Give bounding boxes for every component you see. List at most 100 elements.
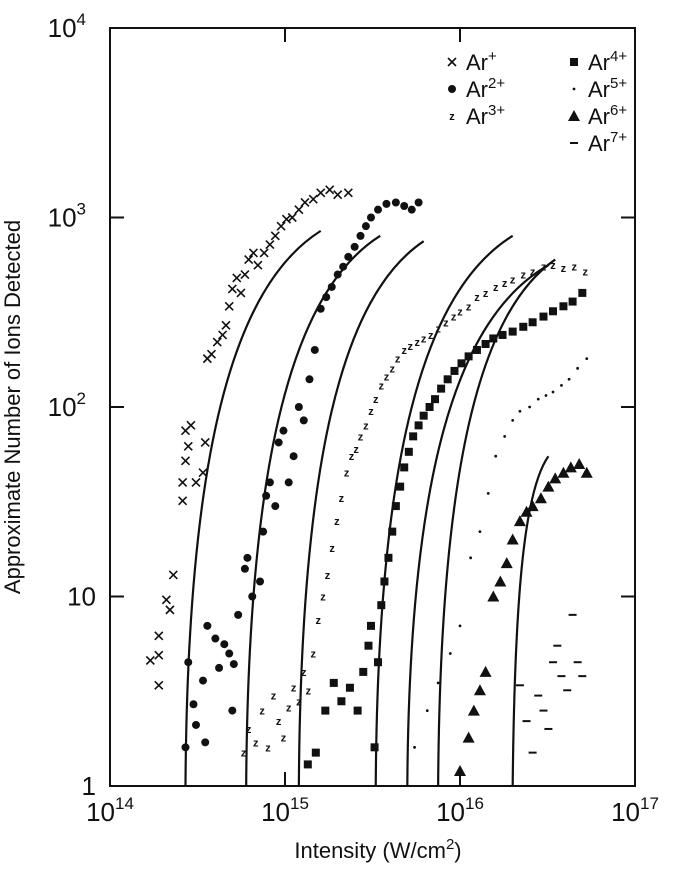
data-point [184, 658, 193, 667]
data-point [191, 720, 200, 729]
data-point [265, 239, 275, 250]
data-point [279, 426, 288, 435]
legend-label: Ar5+ [588, 75, 627, 102]
data-point: z [521, 270, 527, 282]
x-axis-label: Intensity (W/cm2) [294, 836, 461, 863]
data-point [469, 556, 473, 560]
data-point [244, 254, 254, 265]
data-point: z [253, 737, 259, 749]
data-point [568, 297, 577, 306]
data-point [201, 738, 210, 747]
data-point [259, 527, 268, 536]
data-point: z [502, 278, 508, 290]
data-point: z [483, 288, 489, 300]
data-point [506, 533, 519, 545]
data-point [414, 421, 423, 430]
data-point [374, 205, 383, 214]
data-point [198, 468, 208, 478]
fit-curve [437, 258, 556, 787]
fit-curve [297, 240, 425, 787]
data-point [380, 577, 389, 586]
data-point [578, 288, 587, 297]
data-point [221, 320, 231, 330]
data-point [228, 706, 237, 715]
data-point [564, 461, 577, 473]
data-point: z [301, 667, 307, 679]
data-point [413, 745, 416, 749]
data-point [454, 764, 466, 776]
data-point [585, 357, 589, 361]
data-point [500, 557, 513, 569]
data-point [229, 660, 238, 669]
data-point [489, 334, 498, 343]
data-point [344, 252, 353, 261]
data-point [353, 706, 362, 715]
data-point: z [583, 266, 589, 278]
data-point: z [541, 262, 547, 274]
y-tick-label: 102 [48, 389, 86, 422]
data-point [520, 505, 533, 517]
data-point [503, 434, 507, 438]
data-point: z [329, 543, 335, 555]
legend-label: Ar6+ [588, 102, 627, 129]
data-point [154, 631, 164, 641]
data-point [220, 640, 229, 649]
data-point [178, 477, 188, 487]
data-point [248, 592, 257, 601]
data-point [299, 416, 308, 425]
data-point [211, 634, 220, 643]
data-point [382, 199, 391, 208]
data-point [549, 472, 562, 484]
data-point: z [389, 363, 395, 375]
data-point [448, 85, 456, 93]
data-point [472, 345, 481, 354]
fit-curve [184, 229, 322, 787]
data-point: z [344, 468, 350, 480]
data-point: z [443, 317, 449, 329]
data-point [425, 403, 434, 411]
data-point [310, 345, 319, 354]
data-point: z [428, 330, 434, 342]
data-point [311, 748, 320, 757]
fit-curve [511, 455, 550, 787]
data-point [236, 288, 246, 298]
data-point [181, 743, 190, 752]
data-point: z [493, 282, 499, 294]
data-point [437, 384, 446, 393]
data-point [215, 663, 224, 672]
data-point: z [379, 380, 385, 392]
data-point [276, 221, 286, 231]
data-point: z [259, 706, 265, 718]
data-point: z [408, 341, 414, 353]
data-point [189, 700, 198, 709]
data-point [528, 405, 532, 409]
data-point [388, 527, 397, 536]
data-point: z [395, 354, 401, 366]
data-point: z [296, 696, 302, 708]
data-point [568, 110, 580, 121]
data-point [256, 577, 265, 586]
data-point [243, 553, 252, 562]
data-point [234, 610, 243, 619]
data-point [265, 478, 274, 487]
data-point: z [276, 716, 282, 728]
data-point [165, 605, 175, 615]
data-point: z [368, 406, 374, 418]
data-point: z [320, 592, 326, 604]
data-point [486, 491, 490, 495]
data-point [404, 447, 413, 456]
data-point [384, 553, 393, 562]
fit-curve [374, 234, 514, 787]
data-point [377, 601, 386, 610]
data-point [487, 590, 500, 602]
data-point: z [384, 371, 390, 383]
data-point [467, 704, 480, 716]
data-point [327, 282, 336, 291]
data-point [154, 680, 164, 690]
data-point [526, 500, 539, 512]
data-point [287, 212, 297, 223]
data-point [457, 359, 466, 368]
data-point: z [561, 263, 567, 275]
y-tick-label: 10 [67, 582, 96, 612]
